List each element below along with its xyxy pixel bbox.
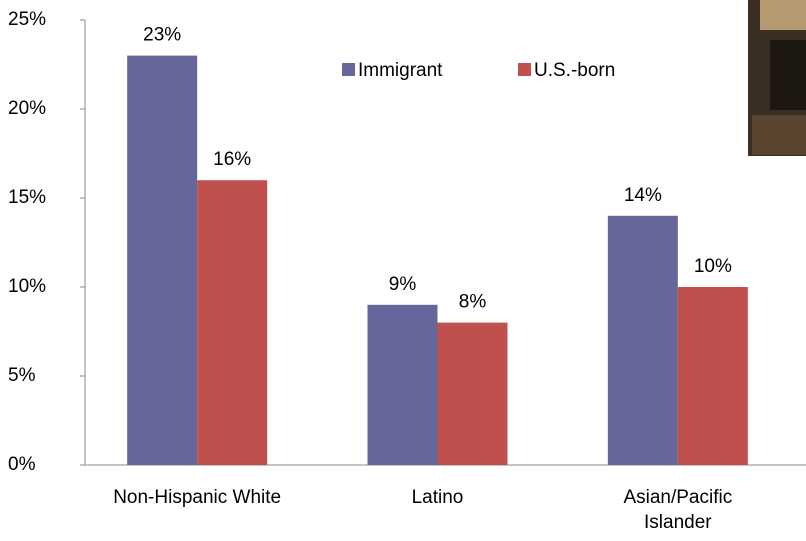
x-tick-label: Latino <box>411 487 464 508</box>
bar <box>607 215 678 465</box>
legend-swatch <box>518 63 531 76</box>
y-tick-label: 5% <box>8 365 36 386</box>
bar <box>437 322 508 465</box>
data-label: 10% <box>694 256 732 277</box>
x-tick-label: Non-Hispanic White <box>113 487 282 508</box>
data-label: 23% <box>143 25 181 46</box>
bar <box>677 287 748 465</box>
data-label: 9% <box>389 274 417 295</box>
x-tick-label: Asian/Pacific Islander <box>623 487 733 533</box>
y-tick-label: 15% <box>8 187 46 208</box>
legend-label: U.S.-born <box>534 60 615 81</box>
bar <box>367 304 438 465</box>
y-tick-label: 20% <box>8 98 46 119</box>
data-label: 14% <box>624 185 662 206</box>
y-tick-label: 25% <box>8 9 46 30</box>
y-tick-label: 10% <box>8 276 46 297</box>
photo <box>748 0 806 156</box>
data-label: 16% <box>213 149 251 170</box>
data-label: 8% <box>459 292 487 313</box>
bar <box>127 55 198 465</box>
legend-swatch <box>342 63 355 76</box>
legend-label: Immigrant <box>358 60 443 81</box>
y-tick-label: 0% <box>8 454 36 475</box>
bar <box>197 180 268 465</box>
